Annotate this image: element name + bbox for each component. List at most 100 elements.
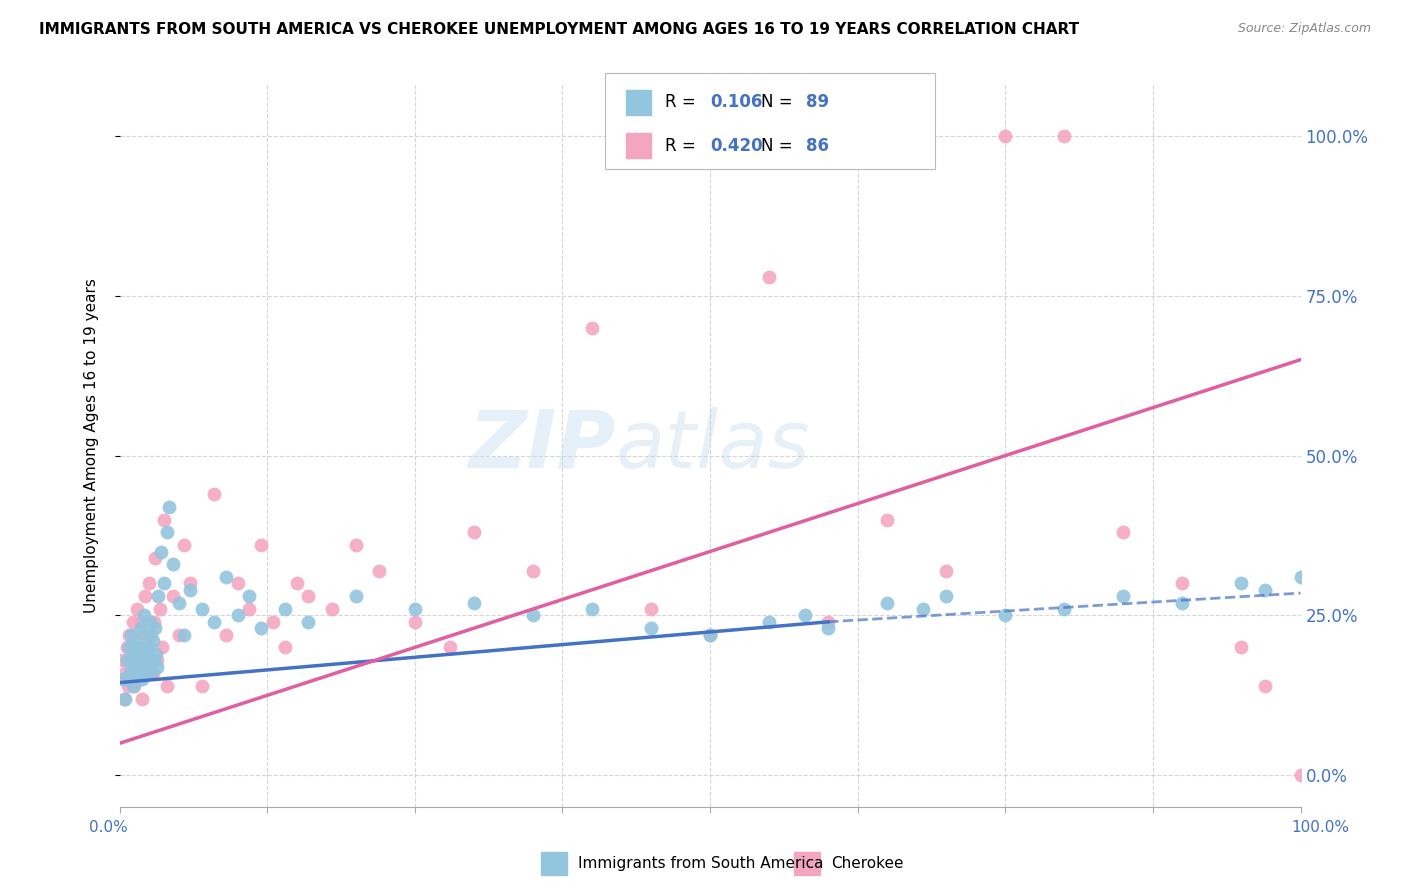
Point — [149, 602, 172, 616]
Point — [1289, 570, 1312, 584]
Point — [758, 615, 780, 629]
Point — [142, 653, 165, 667]
Point — [120, 627, 142, 641]
Text: 0.106: 0.106 — [710, 93, 762, 112]
Point — [1053, 128, 1076, 143]
Point — [1053, 602, 1076, 616]
Point — [142, 634, 165, 648]
Point — [127, 653, 149, 667]
Point — [131, 691, 153, 706]
Point — [463, 525, 485, 540]
Point — [439, 640, 461, 655]
Point — [115, 653, 138, 667]
Point — [202, 487, 225, 501]
Point — [143, 621, 166, 635]
Point — [1254, 582, 1277, 597]
Point — [368, 564, 391, 578]
Point — [1171, 596, 1194, 610]
Text: N =: N = — [761, 93, 797, 112]
Point — [215, 627, 238, 641]
Point — [112, 673, 135, 687]
Point — [173, 538, 195, 552]
Point — [1230, 640, 1253, 655]
Point — [404, 615, 426, 629]
Point — [115, 640, 138, 655]
Point — [146, 659, 169, 673]
Point — [162, 589, 184, 603]
Point — [141, 627, 163, 641]
Point — [128, 640, 150, 655]
Point — [138, 640, 160, 655]
Point — [250, 621, 273, 635]
Point — [1112, 589, 1135, 603]
Text: 89: 89 — [806, 93, 828, 112]
Point — [344, 538, 367, 552]
Text: N =: N = — [761, 136, 797, 155]
Point — [274, 640, 297, 655]
Point — [699, 627, 721, 641]
Point — [125, 653, 148, 667]
Text: R =: R = — [665, 136, 702, 155]
Point — [179, 576, 201, 591]
Point — [238, 589, 260, 603]
Point — [122, 679, 145, 693]
Point — [111, 653, 134, 667]
Point — [522, 564, 544, 578]
Point — [127, 602, 149, 616]
Point — [131, 673, 153, 687]
Point — [262, 615, 284, 629]
Point — [250, 538, 273, 552]
Point — [179, 582, 201, 597]
Point — [640, 602, 662, 616]
Point — [226, 608, 249, 623]
Point — [120, 653, 142, 667]
Point — [139, 653, 162, 667]
Point — [142, 615, 165, 629]
Point — [125, 634, 148, 648]
Point — [1171, 576, 1194, 591]
Point — [149, 544, 172, 558]
Point — [191, 602, 214, 616]
Point — [994, 608, 1017, 623]
Point — [226, 576, 249, 591]
Point — [127, 665, 149, 680]
Point — [522, 608, 544, 623]
Point — [112, 691, 135, 706]
Point — [139, 615, 162, 629]
Point — [640, 621, 662, 635]
Point — [156, 679, 179, 693]
Point — [146, 653, 169, 667]
Point — [876, 596, 898, 610]
Point — [118, 640, 141, 655]
Point — [124, 659, 146, 673]
Point — [153, 512, 176, 526]
Point — [167, 627, 190, 641]
Point — [114, 691, 136, 706]
Point — [699, 627, 721, 641]
Point — [135, 647, 157, 661]
Text: R =: R = — [665, 93, 702, 112]
Point — [274, 602, 297, 616]
Point — [153, 576, 176, 591]
Point — [134, 659, 156, 673]
Point — [120, 665, 142, 680]
Point — [150, 640, 173, 655]
Point — [1112, 525, 1135, 540]
Point — [344, 589, 367, 603]
Point — [148, 589, 170, 603]
Point — [581, 602, 603, 616]
Point — [132, 653, 155, 667]
Y-axis label: Unemployment Among Ages 16 to 19 years: Unemployment Among Ages 16 to 19 years — [84, 278, 98, 614]
Point — [167, 596, 190, 610]
Point — [157, 500, 180, 514]
Point — [143, 550, 166, 565]
Point — [581, 320, 603, 334]
Point — [145, 647, 167, 661]
Point — [138, 576, 160, 591]
Point — [156, 525, 179, 540]
Point — [758, 269, 780, 284]
Text: Immigrants from South America: Immigrants from South America — [578, 856, 824, 871]
Point — [191, 679, 214, 693]
Point — [122, 647, 145, 661]
Point — [297, 615, 319, 629]
